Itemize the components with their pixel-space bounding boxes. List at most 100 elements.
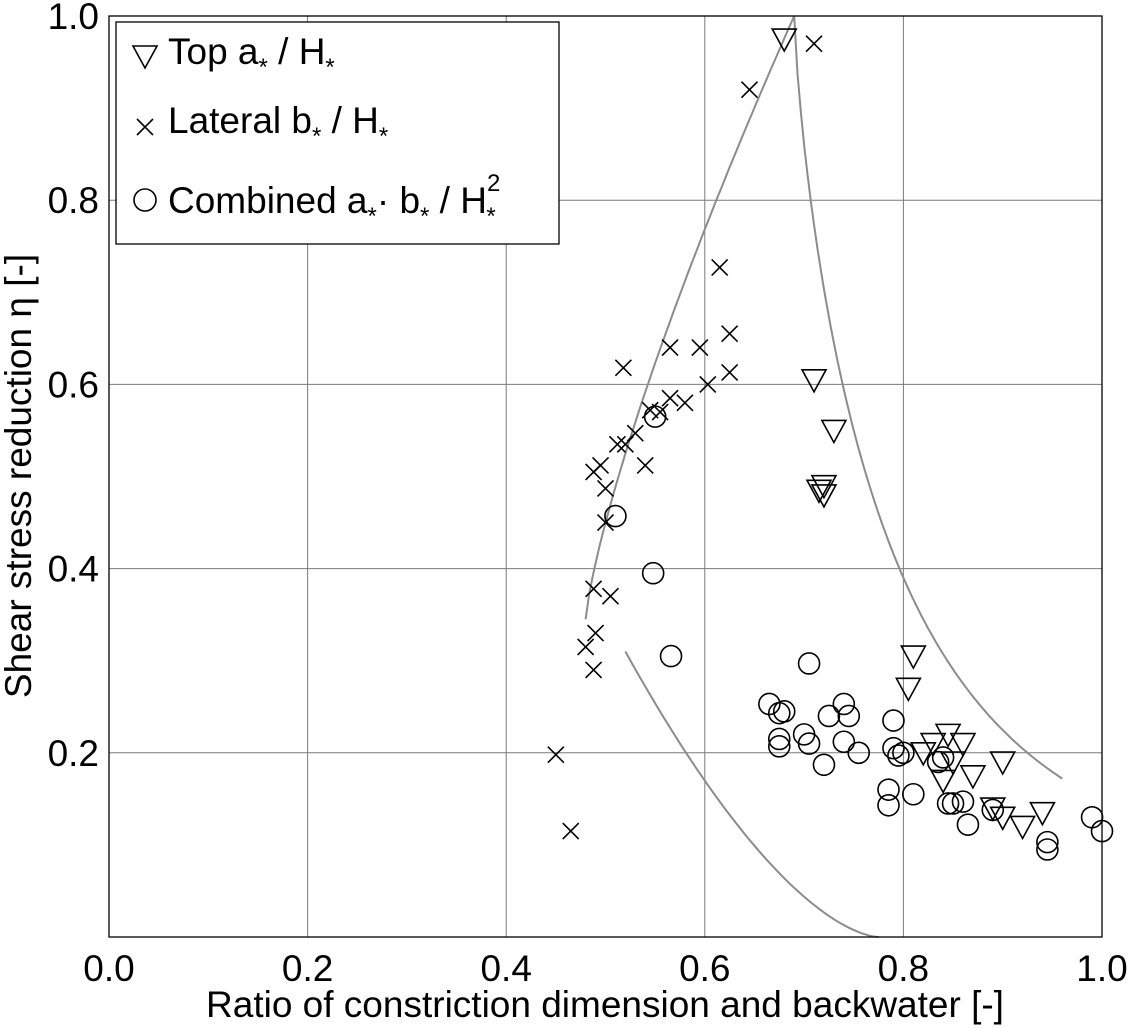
point-lateral-stroke	[596, 513, 615, 532]
point-lateral-stroke	[585, 580, 603, 598]
point-top	[934, 723, 962, 749]
point-lateral-stroke	[577, 638, 595, 656]
point-lateral	[587, 624, 605, 642]
point-combined	[931, 746, 955, 769]
point-top	[899, 645, 927, 670]
point-lateral-stroke	[661, 338, 679, 357]
point-combined	[812, 753, 836, 777]
point-combined	[797, 732, 821, 755]
point-lateral	[547, 746, 565, 764]
point-lateral-stroke	[636, 456, 654, 475]
point-lateral	[661, 389, 679, 407]
x-tick-label: 0.8	[878, 948, 929, 989]
point-lateral-stroke	[721, 363, 739, 381]
point-lateral-stroke	[661, 389, 679, 407]
point-lateral-stroke	[699, 375, 717, 393]
x-tick-label: 1.0	[1076, 948, 1127, 989]
y-axis-label: Shear stress reduction η [-]	[0, 254, 39, 698]
point-lateral-stroke	[587, 624, 605, 642]
point-lateral-stroke	[805, 35, 823, 53]
x-tick-label: 0.2	[282, 948, 333, 989]
point-lateral	[676, 394, 694, 412]
data-points	[547, 28, 1114, 861]
plot-frame	[108, 15, 1103, 938]
point-top	[800, 368, 828, 394]
point-top	[979, 797, 1007, 822]
point-lateral-stroke	[740, 81, 759, 99]
point-lateral-stroke	[651, 403, 669, 421]
point-combined	[767, 735, 791, 758]
point-combined	[926, 750, 950, 774]
point-lateral	[585, 580, 603, 598]
point-top	[820, 419, 848, 445]
point-lateral-stroke	[721, 325, 739, 343]
point-combined	[941, 792, 965, 815]
point-lateral-stroke	[547, 746, 565, 764]
point-combined	[832, 692, 856, 716]
point-combined	[1036, 830, 1059, 854]
point-lateral-stroke	[585, 661, 603, 679]
point-top	[929, 769, 957, 795]
point-lateral	[636, 456, 654, 475]
x-axis-label: Ratio of constriction dimension and back…	[206, 984, 1004, 1025]
point-lateral	[577, 638, 595, 656]
y-tick-label: 0.6	[48, 364, 99, 405]
point-combined	[1036, 838, 1059, 861]
point-top	[810, 484, 838, 509]
point-lateral-stroke	[691, 338, 709, 357]
point-lateral	[614, 359, 632, 377]
point-combined	[837, 704, 861, 728]
legend-combined-label: Combined a*· b* / H2 *	[168, 170, 500, 230]
point-combined	[887, 744, 910, 767]
point-combined	[951, 790, 975, 813]
point-combined	[902, 782, 925, 806]
point-combined	[641, 561, 665, 585]
point-combined	[882, 736, 905, 760]
point-top	[989, 751, 1017, 776]
fit-curve-falling	[793, 15, 1063, 780]
point-top	[810, 474, 838, 500]
point-top	[1029, 801, 1056, 827]
y-tick-label: 1.0	[48, 0, 99, 37]
x-tick-label: 0.6	[679, 948, 730, 989]
fit-curve-lower	[624, 651, 879, 938]
legend-lateral-label: Lateral b* / H*	[168, 100, 388, 150]
point-combined	[832, 730, 856, 754]
point-top	[1009, 815, 1036, 841]
point-top	[895, 677, 922, 703]
point-lateral	[721, 325, 739, 343]
point-combined	[877, 793, 900, 817]
point-combined	[847, 741, 871, 765]
x-tick-label: 0.0	[83, 948, 134, 989]
x-tick-labels: 0.0 0.2 0.4 0.6 0.8 1.0	[83, 948, 1127, 989]
point-lateral-stroke	[585, 463, 603, 481]
point-lateral-stroke	[614, 359, 632, 377]
point-top	[770, 28, 798, 53]
point-top	[939, 751, 967, 776]
point-lateral	[596, 479, 615, 498]
point-lateral-stroke	[608, 435, 626, 453]
legend: Top a* / H* Lateral b* / H* Combined a*·…	[115, 21, 560, 245]
fit-curves	[584, 15, 1063, 938]
point-lateral	[562, 822, 580, 840]
point-lateral	[596, 513, 615, 532]
point-lateral	[721, 363, 739, 381]
point-lateral	[691, 338, 709, 357]
legend-box	[115, 21, 560, 245]
point-combined	[772, 700, 796, 723]
point-lateral	[585, 463, 603, 481]
point-lateral	[608, 435, 626, 453]
x-tick-label: 0.4	[480, 948, 531, 989]
point-lateral	[601, 587, 620, 605]
point-lateral-stroke	[711, 258, 729, 276]
legend-lateral-marker	[136, 118, 154, 136]
point-combined	[981, 798, 1005, 822]
point-combined	[882, 709, 905, 732]
point-lateral	[740, 81, 759, 99]
legend-top-marker	[131, 45, 159, 70]
point-lateral	[585, 661, 603, 679]
point-combined	[892, 741, 915, 765]
point-lateral-stroke	[616, 435, 634, 453]
point-lateral	[661, 338, 679, 357]
point-top	[949, 732, 977, 758]
